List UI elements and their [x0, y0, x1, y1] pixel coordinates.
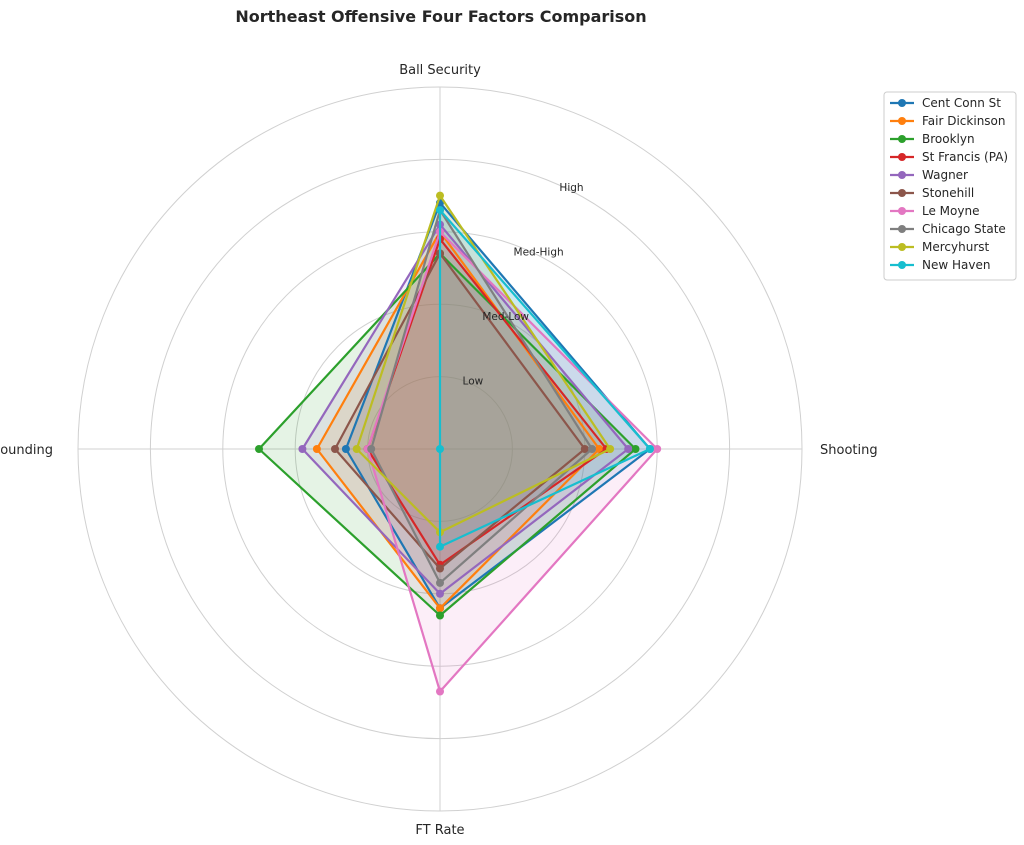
- legend-swatch-marker: [898, 189, 906, 197]
- legend-swatch-marker: [898, 243, 906, 251]
- data-point: [298, 445, 307, 453]
- data-point: [606, 445, 615, 453]
- data-point: [436, 604, 444, 613]
- axis-labels: Low Med-Low Med-High High Ball Security Shoot…: [0, 63, 878, 838]
- data-point: [341, 445, 350, 453]
- legend-swatch-marker: [898, 207, 906, 215]
- legend-swatch-marker: [898, 117, 906, 125]
- axis-label: Shooting: [820, 443, 878, 458]
- data-point: [631, 445, 640, 453]
- data-point: [436, 206, 444, 215]
- series-area: [367, 239, 607, 565]
- ring-label: High: [559, 182, 583, 194]
- ring-label: Med-High: [514, 247, 564, 259]
- legend-entry: Le Moyne: [922, 204, 979, 218]
- data-point: [331, 445, 339, 453]
- data-point: [436, 542, 444, 551]
- legend-entry: Mercyhurst: [922, 240, 990, 254]
- data-point: [255, 445, 263, 453]
- ring-label: Med-Low: [482, 311, 529, 323]
- data-point: [352, 445, 361, 453]
- legend: Cent Conn St Fair Dickinson Brooklyn St Fra…: [883, 91, 1017, 281]
- series-lines: [255, 191, 662, 696]
- axis-label: Ball Security: [399, 63, 481, 78]
- legend-entry: New Haven: [922, 258, 990, 272]
- data-point: [580, 445, 589, 453]
- legend-swatch-marker: [898, 261, 906, 269]
- legend-entry: Wagner: [922, 168, 968, 182]
- legend-swatch-marker: [898, 135, 906, 143]
- legend-entry: Chicago State: [922, 222, 1006, 236]
- data-point: [436, 687, 444, 696]
- legend-swatch-marker: [898, 225, 906, 233]
- legend-entry: Fair Dickinson: [922, 114, 1006, 128]
- data-point: [436, 611, 444, 620]
- data-point: [367, 445, 376, 453]
- data-point: [436, 445, 444, 453]
- legend-box: [883, 91, 1017, 281]
- legend-entry: Cent Conn St: [922, 96, 1001, 110]
- legend-swatch-marker: [898, 153, 906, 161]
- legend-entry: Brooklyn: [922, 132, 975, 146]
- data-point: [436, 578, 444, 587]
- data-point: [653, 445, 662, 453]
- data-point: [588, 445, 596, 453]
- legend-entry: St Francis (PA): [922, 150, 1008, 164]
- legend-entry: Stonehill: [922, 186, 974, 200]
- ring-label: Low: [463, 376, 484, 388]
- data-point: [646, 445, 654, 453]
- axis-label: FT Rate: [415, 823, 464, 838]
- legend-swatch-marker: [898, 171, 906, 179]
- series-area: [345, 202, 650, 609]
- data-point: [436, 564, 444, 573]
- chart-title: Northeast Offensive Four Factors Compari…: [235, 7, 646, 26]
- data-point: [436, 191, 444, 200]
- axis-label: Off Rebounding: [0, 443, 53, 458]
- data-point: [595, 445, 604, 453]
- legend-swatch-marker: [898, 99, 906, 107]
- series-area: [259, 253, 636, 616]
- data-point: [436, 589, 444, 598]
- data-point: [624, 445, 633, 453]
- data-point: [312, 445, 321, 453]
